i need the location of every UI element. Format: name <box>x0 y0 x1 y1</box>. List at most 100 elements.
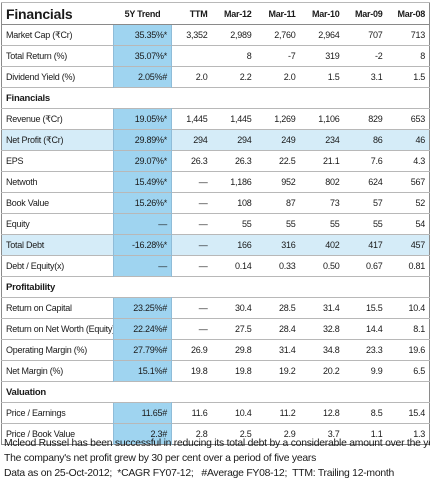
value-cell: 653 <box>386 108 430 130</box>
data-row: Return on Net Worth (Equity) 22.24%# —27.5… <box>1 318 430 340</box>
value-cell: 28.4 <box>255 318 300 340</box>
value-cell: — <box>171 318 212 340</box>
value-cell: 1,269 <box>255 108 300 130</box>
value-cell: 57 <box>343 192 387 214</box>
value-cell: 30.4 <box>211 297 256 319</box>
value-cell: 2,760 <box>255 24 300 46</box>
value-cell: 55 <box>211 213 256 235</box>
column-header: TTM <box>171 2 212 25</box>
data-row: Book Value 15.26%* —108 87 73 57 52 <box>1 192 430 214</box>
trend-cell: 2.05%# <box>113 66 172 88</box>
value-cell: 8 <box>386 45 430 67</box>
value-cell: 10.4 <box>386 297 430 319</box>
value-cell: 2.8 <box>171 423 212 445</box>
value-cell: 20.2 <box>299 360 344 382</box>
section-title: Valuation <box>1 381 430 403</box>
trend-cell: 27.79%# <box>113 339 172 361</box>
value-cell: 1.5 <box>386 66 430 88</box>
section-row: Financials <box>1 87 430 109</box>
value-cell: 1,106 <box>299 108 344 130</box>
value-cell: 21.1 <box>299 150 344 172</box>
data-row: EPS 29.07%* 26.3 26.3 22.5 21.1 7.6 4.3 <box>1 150 430 172</box>
data-row: Net Profit (₹Cr) 29.89%* 294 294 249 234 86 46 <box>1 129 430 151</box>
value-cell: 1,186 <box>211 171 256 193</box>
value-cell: 2.0 <box>255 66 300 88</box>
value-cell: 26.3 <box>211 150 256 172</box>
value-cell: 55 <box>343 213 387 235</box>
value-cell: 31.4 <box>299 297 344 319</box>
column-header: Mar-08 <box>386 2 430 25</box>
value-cell: 55 <box>299 213 344 235</box>
value-cell: 31.4 <box>255 339 300 361</box>
footnote: The company's net profit grew by 30 per … <box>4 453 317 464</box>
trend-cell: 11.65# <box>113 402 172 424</box>
trend-cell: — <box>113 213 172 235</box>
value-cell: 19.6 <box>386 339 430 361</box>
footnote: Mcleod Russel has been successful in red… <box>4 438 430 449</box>
section-title: Financials <box>1 87 430 109</box>
value-cell: 2.2 <box>211 66 256 88</box>
row-label: Return on Net Worth (Equity) <box>1 318 114 340</box>
value-cell: 15.5 <box>343 297 387 319</box>
value-cell: 707 <box>343 24 387 46</box>
trend-cell: 19.05%* <box>113 108 172 130</box>
data-row: Return on Capital 23.25%# —30.4 28.5 31.4 15.… <box>1 297 430 319</box>
value-cell: — <box>171 297 212 319</box>
trend-cell: 15.26%* <box>113 192 172 214</box>
row-label: Total Debt <box>1 234 114 256</box>
value-cell: 10.4 <box>211 402 256 424</box>
row-label: Net Profit (₹Cr) <box>1 129 114 151</box>
value-cell: 15.4 <box>386 402 430 424</box>
value-cell: 1.3 <box>386 423 430 445</box>
value-cell: 9.9 <box>343 360 387 382</box>
value-cell: 166 <box>211 234 256 256</box>
value-cell: -7 <box>255 45 300 67</box>
value-cell: 19.8 <box>211 360 256 382</box>
row-label: Total Return (%) <box>1 45 114 67</box>
value-cell: 2.9 <box>255 423 300 445</box>
row-label: Operating Margin (%) <box>1 339 114 361</box>
value-cell: 8.5 <box>343 402 387 424</box>
value-cell: 52 <box>386 192 430 214</box>
value-cell: 3.1 <box>343 66 387 88</box>
value-cell: 6.5 <box>386 360 430 382</box>
value-cell: 624 <box>343 171 387 193</box>
value-cell: 2,964 <box>299 24 344 46</box>
value-cell: 294 <box>171 129 212 151</box>
value-cell: 108 <box>211 192 256 214</box>
row-label: Price / Book Value <box>1 423 114 445</box>
trend-cell: 2.3# <box>113 423 172 445</box>
value-cell: 1.1 <box>343 423 387 445</box>
column-header: Mar-09 <box>343 2 387 25</box>
data-row: Price / Earnings 11.65# 11.6 10.4 11.2 12.8 8.… <box>1 402 430 424</box>
trend-cell: -16.28%* <box>113 234 172 256</box>
value-cell: 0.67 <box>343 255 387 277</box>
value-cell: 402 <box>299 234 344 256</box>
value-cell <box>171 45 212 67</box>
row-label: Return on Capital <box>1 297 114 319</box>
data-row: Net Margin (%) 15.1%# 19.8 19.8 19.2 20.2 9.9 6… <box>1 360 430 382</box>
value-cell: 54 <box>386 213 430 235</box>
value-cell: 952 <box>255 171 300 193</box>
section-title: Profitability <box>1 276 430 298</box>
data-row: Equity — —55 55 55 55 54 <box>1 213 430 235</box>
trend-cell: 22.24%# <box>113 318 172 340</box>
value-cell: 0.81 <box>386 255 430 277</box>
value-cell: — <box>171 234 212 256</box>
data-row: Debt / Equity(x) — —0.14 0.33 0.50 0.67 0.81 <box>1 255 430 277</box>
value-cell: 19.8 <box>171 360 212 382</box>
row-label: Price / Earnings <box>1 402 114 424</box>
value-cell: 7.6 <box>343 150 387 172</box>
value-cell: 417 <box>343 234 387 256</box>
trend-cell: 29.89%* <box>113 129 172 151</box>
row-label: EPS <box>1 150 114 172</box>
section-row: Valuation <box>1 381 430 403</box>
value-cell: 4.3 <box>386 150 430 172</box>
row-label: Debt / Equity(x) <box>1 255 114 277</box>
value-cell: 12.8 <box>299 402 344 424</box>
value-cell: 2,989 <box>211 24 256 46</box>
column-header: Mar-12 <box>211 2 256 25</box>
value-cell: 22.5 <box>255 150 300 172</box>
value-cell: 2.0 <box>171 66 212 88</box>
